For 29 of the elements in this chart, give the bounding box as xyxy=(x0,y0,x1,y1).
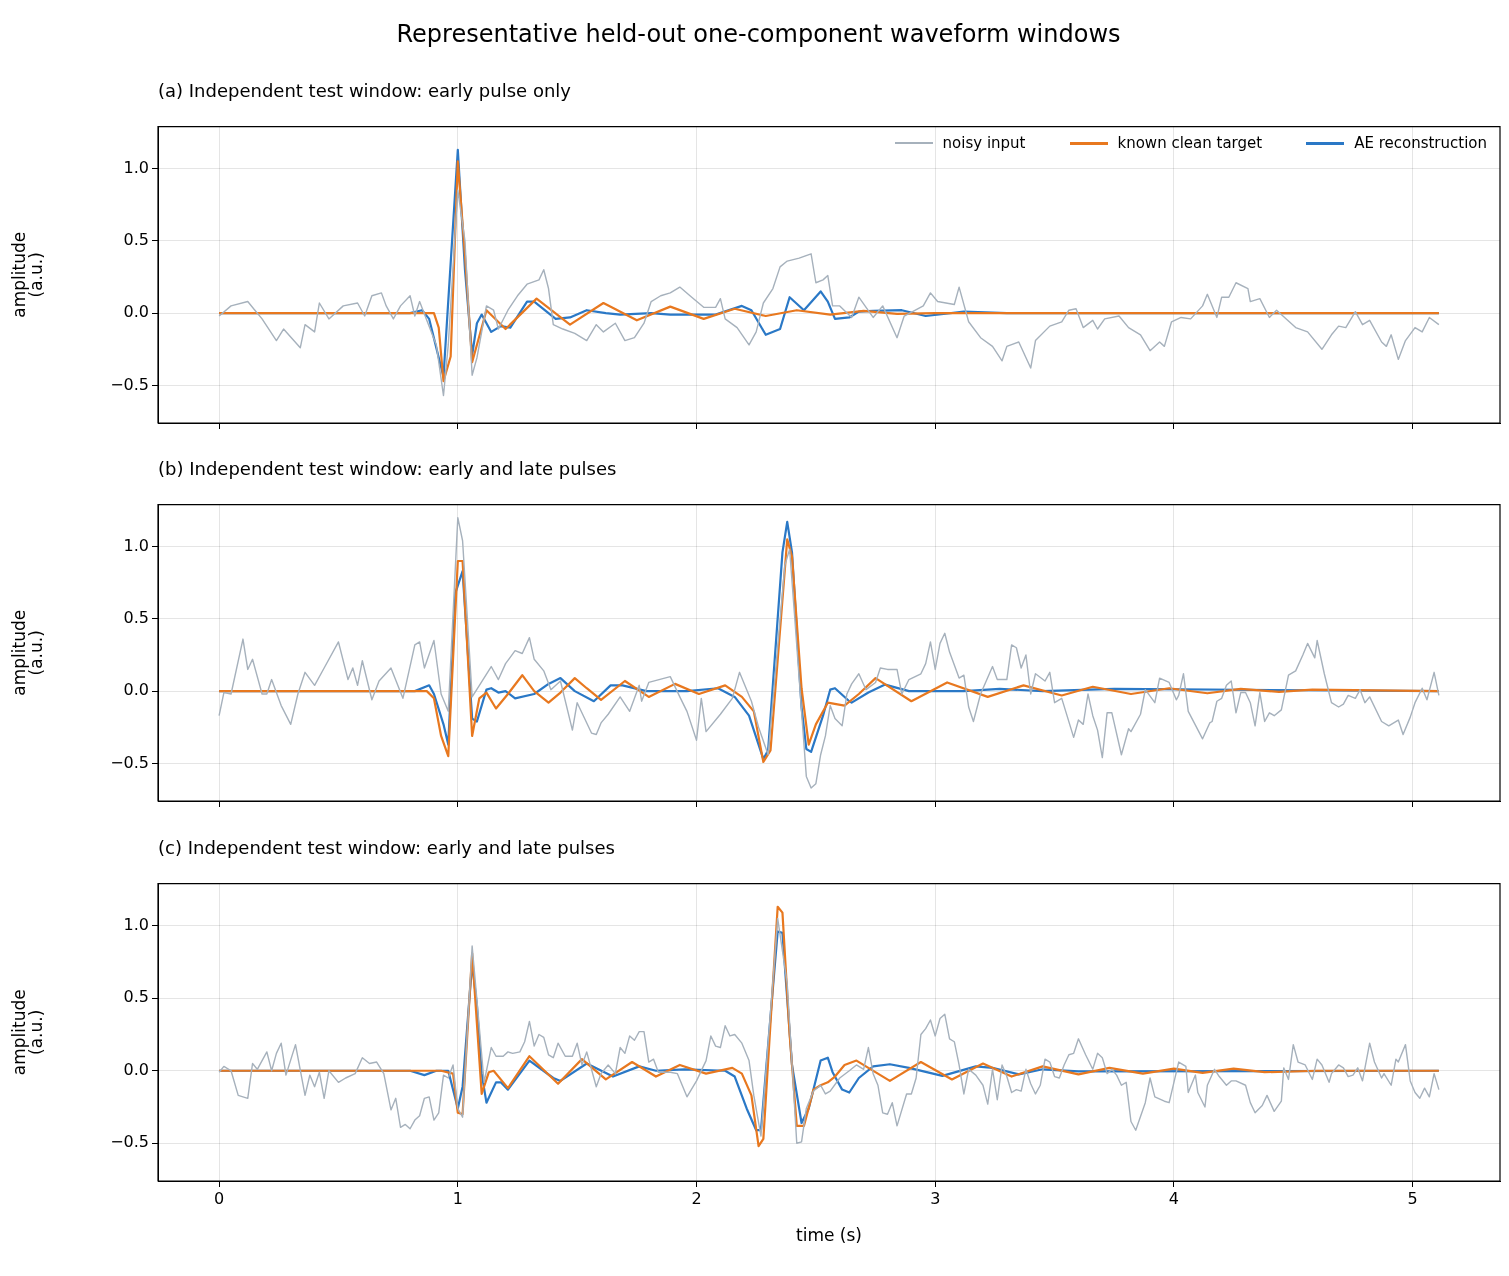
y-tick-label: 1.0 xyxy=(123,535,149,555)
x-axis-title: time (s) xyxy=(796,1225,862,1246)
x-tick-label: 0 xyxy=(214,1188,225,1208)
y-axis-title: amplitude (a.u.) xyxy=(8,609,46,696)
x-tick-label: 1 xyxy=(452,1188,463,1208)
y-tick-label: 1.0 xyxy=(123,914,149,934)
x-tick-label: 3 xyxy=(930,1188,941,1208)
y-axis-title: amplitude (a.u.) xyxy=(8,231,46,318)
chart-title: (c) Independent test window: early and late pulses xyxy=(158,837,615,858)
chart-title: Representative held-out one-component waveform windows xyxy=(395,20,1122,48)
y-tick-label: 0.5 xyxy=(123,229,149,249)
legend-label: known clean target xyxy=(1117,134,1263,152)
chart-subtitle: (a) Independent test window: early pulse only xyxy=(158,80,571,101)
y-tick-label: 0.5 xyxy=(123,607,149,627)
legend-label: AE reconstruction xyxy=(1354,134,1487,152)
chart-title: (b) Independent test window: early and late pulses xyxy=(158,458,617,479)
x-tick-label: 4 xyxy=(1168,1188,1180,1208)
y-tick-label: 1.0 xyxy=(123,157,149,177)
y-tick-label: −0.5 xyxy=(110,374,149,394)
y-tick-label: 0.0 xyxy=(123,1059,149,1079)
y-tick-label: 0.5 xyxy=(123,987,149,1007)
y-tick-label: 0.0 xyxy=(123,680,149,700)
y-tick-label: −0.5 xyxy=(110,1132,149,1152)
y-tick-label: −0.5 xyxy=(110,752,149,772)
legend-label: noisy input xyxy=(942,134,1026,152)
y-tick-label: 0.0 xyxy=(123,302,149,322)
x-tick-label: 5 xyxy=(1407,1188,1418,1208)
y-axis-title: amplitude (a.u.) xyxy=(8,989,46,1076)
x-tick-label: 2 xyxy=(691,1188,702,1208)
